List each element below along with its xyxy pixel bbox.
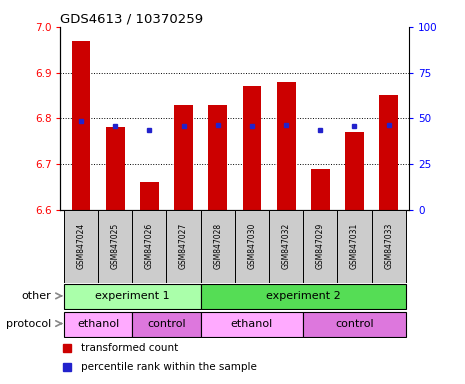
- Text: percentile rank within the sample: percentile rank within the sample: [81, 362, 257, 372]
- Text: experiment 2: experiment 2: [266, 291, 340, 301]
- FancyBboxPatch shape: [338, 210, 372, 283]
- Bar: [345, 132, 364, 210]
- FancyBboxPatch shape: [269, 210, 303, 283]
- Text: control: control: [147, 319, 186, 329]
- FancyBboxPatch shape: [64, 312, 132, 336]
- Text: GSM847027: GSM847027: [179, 223, 188, 269]
- Text: GSM847026: GSM847026: [145, 223, 154, 269]
- Text: experiment 1: experiment 1: [95, 291, 170, 301]
- Text: GSM847028: GSM847028: [213, 223, 222, 269]
- Text: control: control: [335, 319, 374, 329]
- Bar: [72, 41, 90, 210]
- Text: protocol: protocol: [6, 319, 51, 329]
- FancyBboxPatch shape: [303, 312, 406, 336]
- FancyBboxPatch shape: [166, 210, 200, 283]
- Text: other: other: [21, 291, 51, 301]
- Bar: [311, 169, 330, 210]
- FancyBboxPatch shape: [64, 210, 98, 283]
- Bar: [106, 127, 125, 210]
- FancyBboxPatch shape: [200, 312, 303, 336]
- FancyBboxPatch shape: [200, 284, 406, 309]
- Bar: [174, 104, 193, 210]
- Bar: [243, 86, 261, 210]
- Text: GSM847033: GSM847033: [384, 223, 393, 269]
- FancyBboxPatch shape: [200, 210, 235, 283]
- Text: ethanol: ethanol: [231, 319, 273, 329]
- Bar: [208, 104, 227, 210]
- Text: ethanol: ethanol: [77, 319, 119, 329]
- FancyBboxPatch shape: [132, 210, 166, 283]
- Bar: [277, 82, 296, 210]
- Text: GSM847029: GSM847029: [316, 223, 325, 269]
- Text: GSM847030: GSM847030: [247, 223, 256, 269]
- FancyBboxPatch shape: [303, 210, 338, 283]
- Bar: [140, 182, 159, 210]
- Text: GDS4613 / 10370259: GDS4613 / 10370259: [60, 13, 204, 26]
- Text: GSM847031: GSM847031: [350, 223, 359, 269]
- FancyBboxPatch shape: [235, 210, 269, 283]
- FancyBboxPatch shape: [372, 210, 406, 283]
- Text: GSM847032: GSM847032: [282, 223, 291, 269]
- Text: transformed count: transformed count: [81, 343, 179, 353]
- Bar: [379, 96, 398, 210]
- FancyBboxPatch shape: [64, 284, 200, 309]
- Text: GSM847025: GSM847025: [111, 223, 120, 269]
- FancyBboxPatch shape: [98, 210, 132, 283]
- Text: GSM847024: GSM847024: [76, 223, 86, 269]
- FancyBboxPatch shape: [132, 312, 200, 336]
